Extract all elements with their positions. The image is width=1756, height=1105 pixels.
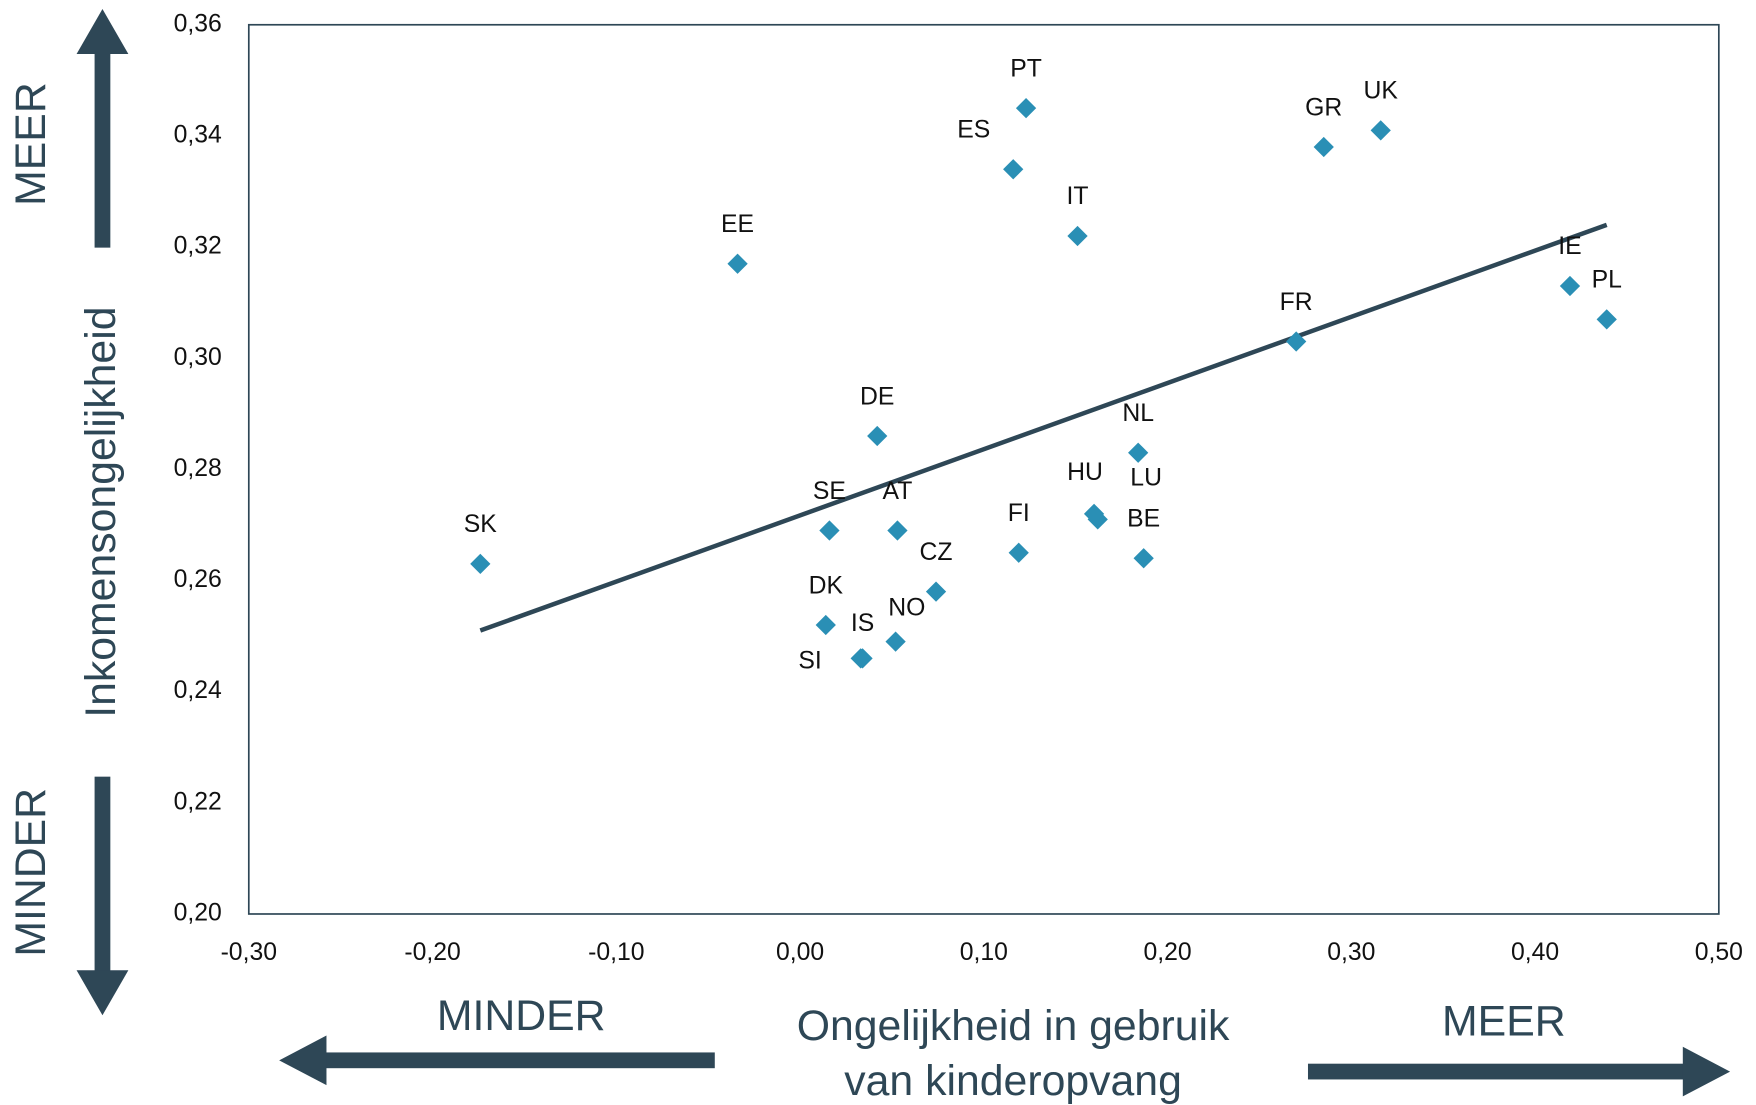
- data-point: [727, 253, 748, 274]
- x-axis-title: Ongelijkheid in gebruik: [797, 1002, 1230, 1050]
- point-label: NO: [888, 595, 925, 622]
- point-label: SK: [464, 511, 498, 538]
- data-point: [1313, 136, 1334, 158]
- x-tick-label: 0,20: [1143, 939, 1191, 966]
- data-point: [1067, 225, 1088, 247]
- data-point: [1559, 275, 1581, 297]
- y-tick-label: 0,36: [174, 10, 222, 37]
- point-label: ES: [957, 117, 990, 144]
- direction-arrows: [76, 9, 1731, 1097]
- data-point: [1596, 309, 1617, 330]
- point-label: UK: [1364, 78, 1399, 105]
- point-label: FI: [1008, 500, 1030, 527]
- point-label: HU: [1067, 459, 1103, 486]
- plot-frame: [247, 23, 1720, 915]
- point-label: SI: [798, 647, 821, 674]
- data-point: [819, 520, 840, 541]
- data-point: [1286, 331, 1307, 352]
- point-label: SE: [813, 478, 846, 505]
- x-tick-label: 0,10: [960, 939, 1008, 966]
- y-tick-label: 0,22: [174, 788, 222, 815]
- point-label: DK: [809, 572, 844, 599]
- point-label: GR: [1305, 94, 1342, 121]
- data-point: [1003, 159, 1024, 180]
- y-tick-label: 0,26: [174, 566, 222, 593]
- y-tick-label: 0,20: [174, 900, 222, 927]
- x-tick-label: 0,50: [1695, 939, 1743, 966]
- data-point: [1370, 120, 1391, 141]
- data-point: [925, 581, 947, 602]
- data-point: [1133, 548, 1154, 569]
- data-point: [1008, 542, 1029, 563]
- point-label: IE: [1558, 233, 1581, 260]
- y-more-label: MEER: [7, 82, 55, 206]
- point-label: IS: [851, 610, 874, 637]
- y-tick-label: 0,28: [174, 455, 222, 482]
- data-point: [470, 553, 491, 574]
- data-point: [867, 425, 888, 447]
- y-less-label: MINDER: [7, 788, 55, 957]
- point-label: IT: [1067, 183, 1089, 210]
- y-tick-label: 0,30: [174, 344, 222, 371]
- y-tick-label: 0,24: [174, 677, 222, 704]
- point-label: PT: [1010, 55, 1042, 82]
- x-tick-label: 0,30: [1327, 939, 1375, 966]
- point-label: NL: [1122, 400, 1154, 427]
- x-tick-label: -0,30: [221, 939, 277, 966]
- data-point: [885, 631, 906, 652]
- point-label: PL: [1592, 267, 1622, 294]
- x-tick-label: 0,00: [776, 939, 824, 966]
- x-less-label: MINDER: [437, 992, 606, 1040]
- point-label: AT: [883, 478, 913, 505]
- data-point: [850, 648, 871, 669]
- y-axis-title: Inkomensongelijkheid: [77, 306, 125, 717]
- trend-line: [479, 222, 1608, 633]
- data-point: [815, 614, 836, 636]
- data-point: [1128, 442, 1149, 463]
- x-axis-title: van kinderopvang: [844, 1057, 1182, 1105]
- point-label: FR: [1280, 289, 1313, 316]
- x-more-label: MEER: [1442, 998, 1566, 1046]
- x-tick-label: -0,20: [404, 939, 460, 966]
- y-tick-label: 0,34: [174, 121, 222, 148]
- data-point: [887, 520, 908, 541]
- point-label: BE: [1127, 506, 1160, 533]
- x-tick-label: -0,10: [588, 939, 644, 966]
- data-point: [1087, 509, 1108, 530]
- y-tick-label: 0,32: [174, 233, 222, 260]
- point-label: DE: [860, 383, 894, 410]
- x-tick-label: 0,40: [1511, 939, 1559, 966]
- point-label: LU: [1130, 464, 1162, 491]
- point-label: CZ: [920, 539, 953, 566]
- point-label: EE: [721, 211, 754, 238]
- data-point: [1015, 97, 1037, 119]
